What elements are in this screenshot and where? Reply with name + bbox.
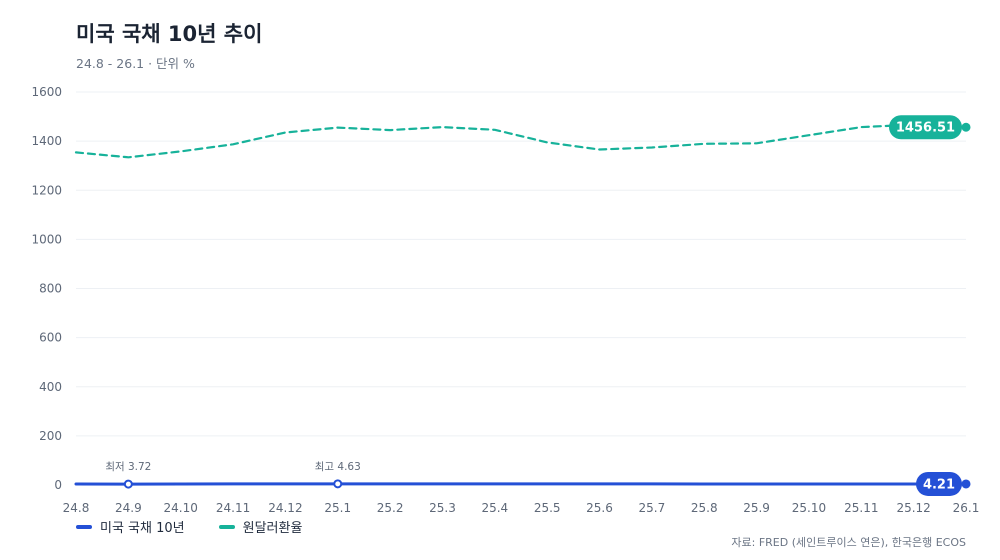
- end-label-badge: [916, 471, 962, 496]
- gridlines: [76, 91, 966, 486]
- x-tick-label: 24.10: [164, 501, 198, 515]
- legend-item-us-treasury: 미국 국채 10년: [76, 517, 185, 536]
- y-tick-label: 1400: [31, 134, 62, 148]
- y-tick-label: 1600: [31, 85, 62, 99]
- end-label-text: 4.21: [923, 477, 955, 492]
- annotation-label: 최고 4.63: [315, 461, 361, 473]
- x-tick-label: 25.8: [691, 501, 718, 515]
- x-axis-ticks: 24.8 24.9 24.10 24.11 24.12 25.1 25.2 25.3 25.4 2…: [63, 501, 980, 515]
- x-tick-label: 25.2: [377, 501, 404, 515]
- legend-item-krw-usd: 원달러환율: [218, 517, 303, 536]
- annotation-label: 최저 3.72: [105, 461, 151, 473]
- x-tick-label: 25.7: [639, 501, 666, 515]
- legend-swatch: [76, 524, 92, 529]
- x-tick-label: 25.6: [586, 501, 613, 515]
- y-tick-label: 1000: [31, 232, 62, 246]
- x-tick-label: 25.3: [429, 501, 456, 515]
- y-tick-label: 200: [39, 429, 62, 443]
- x-tick-label: 24.9: [115, 501, 142, 515]
- x-tick-label: 25.4: [481, 501, 508, 515]
- series-line: [74, 123, 968, 159]
- legend-label: 미국 국채 10년: [100, 521, 185, 536]
- end-labels: 4.21 1456.51: [889, 115, 962, 496]
- x-tick-label: 25.1: [324, 501, 351, 515]
- x-tick-label: 24.8: [63, 501, 90, 515]
- y-tick-label: 600: [39, 331, 62, 345]
- x-tick-label: 25.12: [896, 501, 930, 515]
- x-tick-label: 24.11: [216, 501, 250, 515]
- annotation-marker: [123, 479, 133, 489]
- x-tick-label: 24.12: [268, 501, 302, 515]
- end-label-text: 1456.51: [896, 121, 955, 136]
- y-tick-label: 400: [39, 380, 62, 394]
- legend: 미국 국채 10년 원달러환율: [76, 517, 302, 536]
- y-tick-label: 1200: [31, 183, 62, 197]
- y-tick-label: 0: [54, 478, 62, 492]
- annotation-marker: [333, 479, 343, 489]
- series-end-point: [961, 122, 971, 132]
- series-lines: [74, 122, 971, 489]
- legend-label: 원달러환율: [242, 521, 303, 536]
- annotations: 최저 3.72 최고 4.63: [105, 461, 361, 489]
- x-tick-label: 25.11: [844, 501, 878, 515]
- x-tick-label: 25.10: [792, 501, 826, 515]
- y-axis-ticks: 0 200 400 600 800 1000 1200 1400 1600: [31, 85, 62, 492]
- y-tick-label: 800: [39, 282, 62, 296]
- x-tick-label: 25.5: [534, 501, 561, 515]
- source-note: 자료: FRED (세인트루이스 연은), 한국은행 ECOS: [731, 536, 966, 549]
- series-end-point: [961, 479, 971, 489]
- chart-subtitle: 24.8 - 26.1 · 단위 %: [76, 56, 195, 71]
- end-label-badge: [889, 115, 962, 140]
- x-tick-label: 25.9: [743, 501, 770, 515]
- x-tick-label: 26.1: [953, 501, 980, 515]
- chart-title: 미국 국채 10년 추이: [76, 22, 263, 46]
- legend-swatch: [218, 524, 235, 529]
